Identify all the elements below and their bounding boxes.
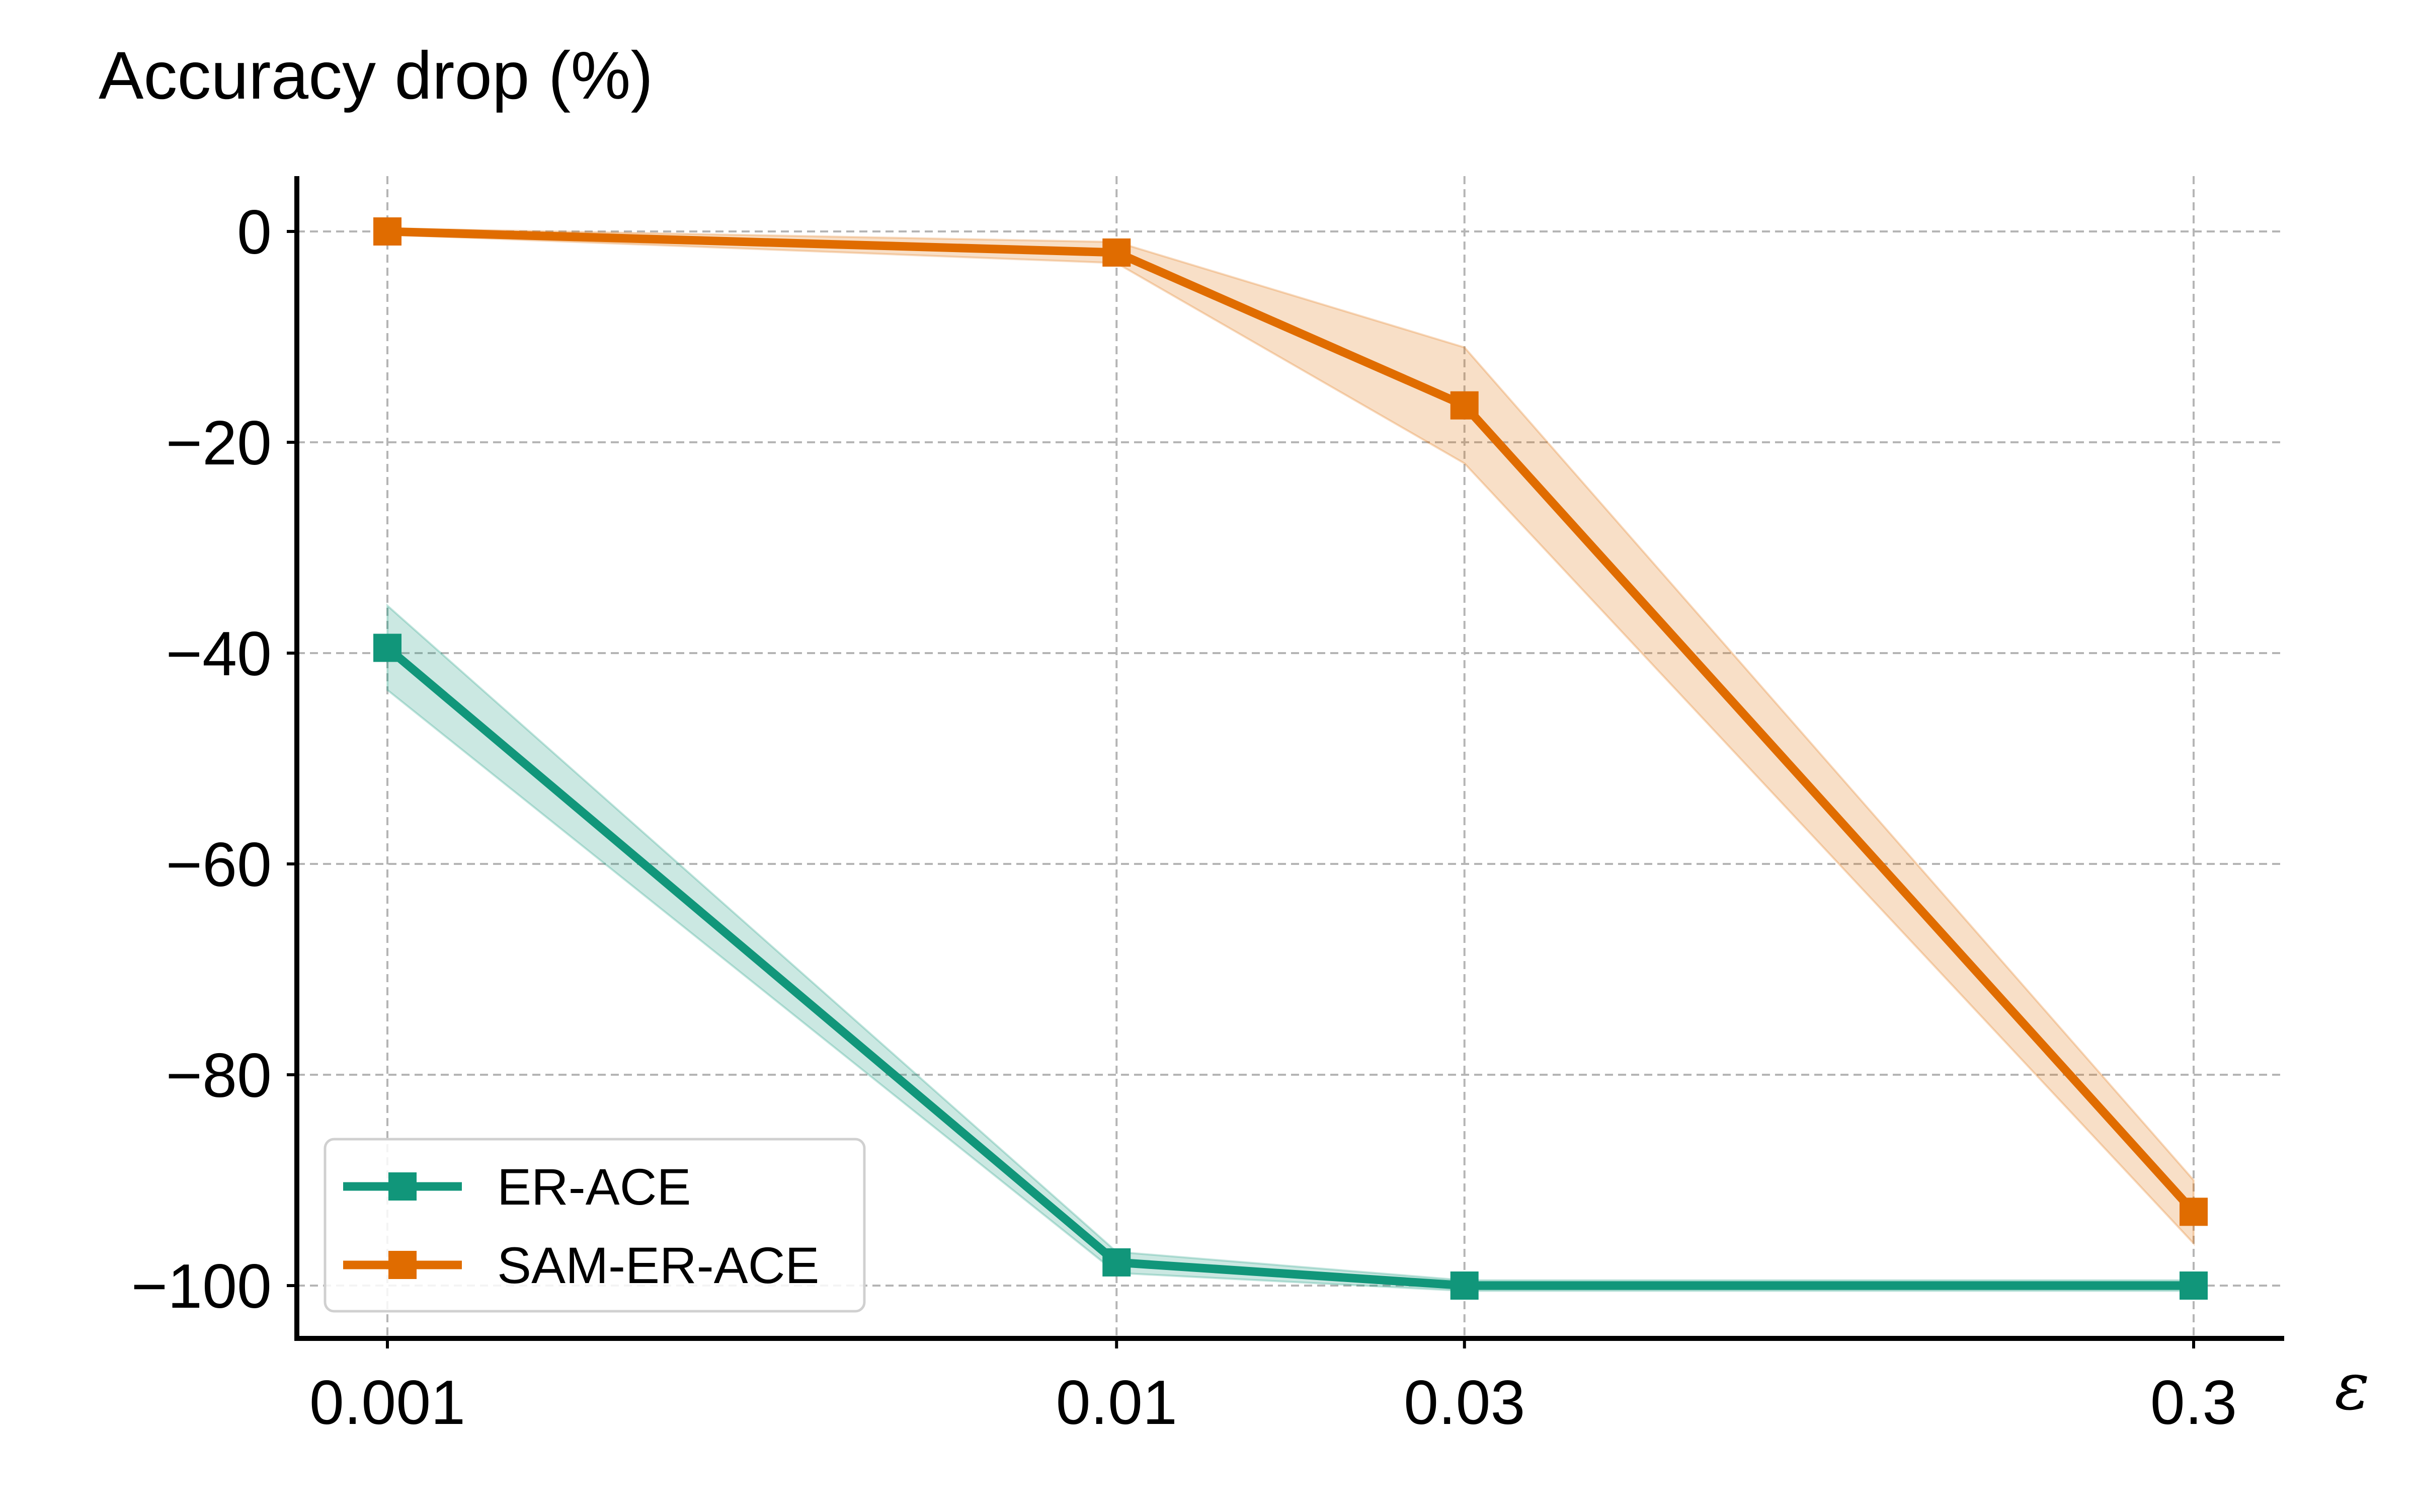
y-tick-label: −100 [131,1252,272,1321]
tick-labels: 0 −20 −40 −60 −80 −100 0.001 0.01 0.03 0.3 [131,198,2237,1438]
x-tick-label: 0.001 [309,1368,465,1438]
er-ace-point [373,633,401,662]
legend: ER-ACE SAM-ER-ACE [324,1138,866,1313]
sam-er-ace-point [1450,391,1479,420]
er-ace-line [384,645,2194,1290]
y-axis-label: Accuracy drop (%) [99,38,653,113]
er-ace-point [1102,1248,1131,1277]
sam-er-ace-point [1102,238,1131,267]
y-tick-label: 0 [237,198,272,267]
x-tick-label: 0.3 [2150,1368,2237,1438]
y-tick-label: −80 [166,1041,272,1110]
series-markers [373,217,2208,1300]
legend-label-sam-er-ace: SAM-ER-ACE [497,1237,819,1294]
legend-marker-er-ace [388,1172,417,1201]
sam-er-ace-point [373,217,401,246]
series-lines [384,227,2197,1290]
axes [294,176,2284,1341]
er-ace-point [2180,1271,2208,1300]
x-tick-label: 0.03 [1404,1368,1525,1438]
er-ace-point [1450,1271,1479,1300]
y-tick-label: −60 [166,830,272,900]
confidence-bands [386,227,2195,1292]
sam-er-ace-line [387,227,2197,1215]
y-tick-label: −40 [166,619,272,689]
x-tick-label: 0.01 [1056,1368,1177,1438]
legend-label-er-ace: ER-ACE [497,1158,691,1216]
sam-er-ace-point [2180,1198,2208,1226]
y-tick-label: −20 [166,409,272,478]
legend-marker-sam-er-ace [388,1251,417,1279]
sam-er-ace-band [386,227,2195,1246]
x-axis-label: ε [2334,1348,2370,1424]
